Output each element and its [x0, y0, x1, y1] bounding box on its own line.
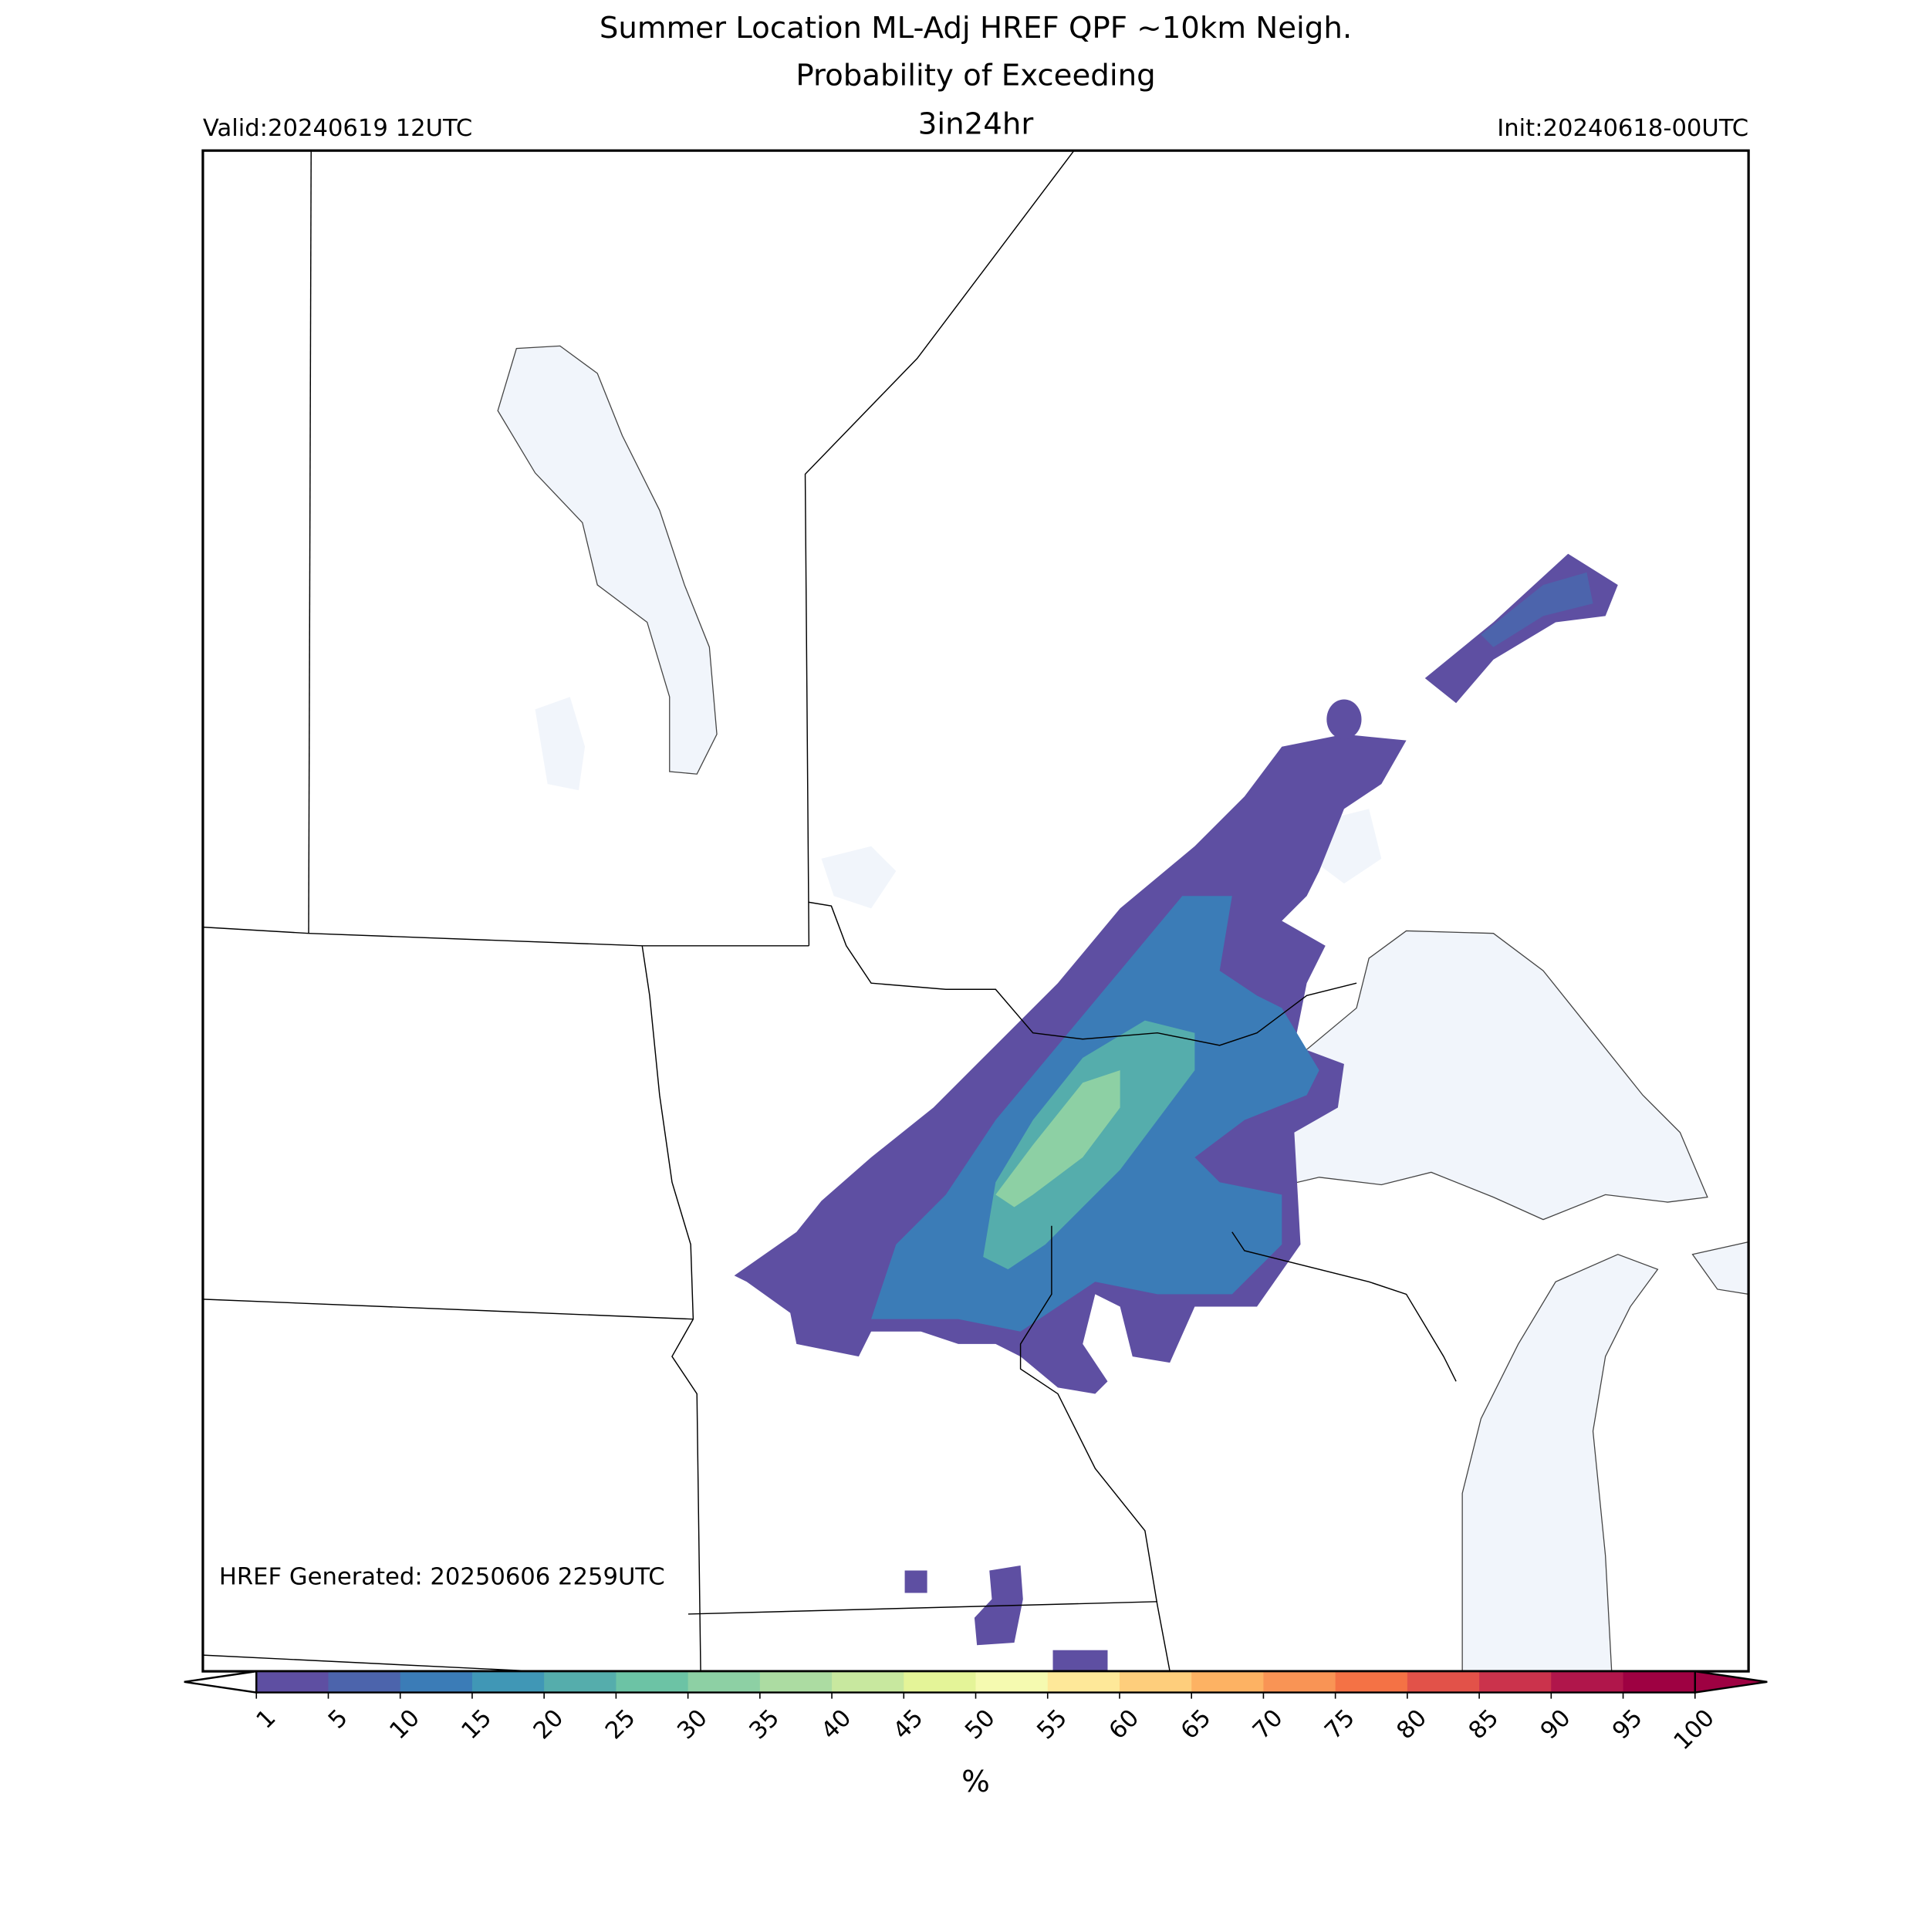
colorbar-segment: [1335, 1671, 1408, 1693]
colorbar-segment: [1623, 1671, 1696, 1693]
colorbar-tick-label: 75: [1320, 1704, 1360, 1745]
colorbar-segment: [975, 1671, 1049, 1693]
colorbar-tick-label: 20: [529, 1704, 569, 1745]
valid-time: Valid:20240619 12UTC: [203, 115, 472, 142]
colorbar-tick-label: 80: [1392, 1704, 1432, 1745]
precip-area: [904, 1570, 927, 1593]
colorbar-tick-label: 95: [1607, 1704, 1647, 1745]
colorbar-label: %: [961, 1765, 990, 1799]
border: [1019, 1225, 1171, 1672]
colorbar-tick-label: 90: [1535, 1704, 1576, 1745]
colorbar-extend-low: [184, 1670, 258, 1694]
colorbar-tick-label: 25: [600, 1704, 640, 1745]
colorbar-extend-high: [1694, 1670, 1768, 1694]
border: [687, 1601, 1158, 1615]
colorbar-tick-label: 10: [385, 1704, 425, 1745]
colorbar-segment: [832, 1671, 905, 1693]
title-line: Summer Location ML-Adj HREF QPF ~10km Ne…: [600, 11, 1352, 46]
colorbar-tick-label: 15: [457, 1704, 497, 1745]
generated-note: HREF Generated: 20250606 2259UTC: [219, 1564, 665, 1591]
colorbar-segment: [904, 1671, 977, 1693]
lake-winnipeg: [497, 345, 718, 775]
borders: [202, 150, 1457, 1672]
precipitation: [734, 553, 1618, 1672]
colorbar-segment: [544, 1671, 617, 1693]
colorbar-tick-label: 70: [1248, 1704, 1288, 1745]
colorbar-segment: [471, 1671, 545, 1693]
colorbar-segment: [400, 1671, 473, 1693]
colorbar-segment: [616, 1671, 689, 1693]
colorbar-segment: [1263, 1671, 1336, 1693]
colorbar-tick-label: 30: [673, 1704, 713, 1745]
lake-winnipegosis: [535, 697, 586, 791]
lake-huron: [1691, 1241, 1749, 1295]
init-time: Init:20240618-00UTC: [1497, 115, 1748, 142]
colorbar-tick-label: 1: [252, 1704, 282, 1734]
colorbar-tick-label: 5: [323, 1704, 353, 1734]
colorbar-tick-label: 60: [1104, 1704, 1144, 1745]
colorbar-tick-label: 65: [1176, 1704, 1216, 1745]
title-line: Probability of Exceeding: [796, 59, 1155, 93]
colorbar-segment: [1047, 1671, 1120, 1693]
colorbar-segment: [1551, 1671, 1624, 1693]
border: [804, 150, 1075, 946]
colorbar-segment: [1119, 1671, 1192, 1693]
colorbar: 1 5 10 15 20 25 30 35 40 45 50 55 60 65 70 75 80 85 90 95 10…: [184, 1670, 1768, 1755]
colorbar-tick-label: 40: [816, 1704, 856, 1745]
colorbar-tick-label: 35: [745, 1704, 785, 1745]
colorbar-tick-label: 100: [1669, 1704, 1720, 1755]
precip-area: [1481, 572, 1593, 647]
colorbar-tick-label: 45: [888, 1704, 928, 1745]
colorbar-tick-label: 55: [1032, 1704, 1073, 1745]
lake-of-the-woods: [821, 846, 897, 909]
border: [202, 1299, 694, 1320]
colorbar-tick-label: 85: [1464, 1704, 1504, 1745]
colorbar-segment: [759, 1671, 833, 1693]
precip-area: [1326, 699, 1362, 740]
precip-area: [1052, 1650, 1108, 1672]
colorbar-segment: [1479, 1671, 1552, 1693]
colorbar-segment: [1191, 1671, 1265, 1693]
title-line: 3in24hr: [918, 106, 1034, 141]
border: [641, 945, 701, 1672]
border: [202, 926, 809, 947]
colorbar-segment: [687, 1671, 761, 1693]
border: [202, 1654, 535, 1672]
map: HREF Generated: 20250606 2259UTC: [201, 149, 1750, 1673]
colorbar-segment: [1407, 1671, 1480, 1693]
border: [308, 150, 312, 934]
colorbar-tick-label: 50: [960, 1704, 1000, 1745]
border: [809, 901, 1357, 1046]
lake-michigan: [1461, 1254, 1659, 1672]
precip-area: [995, 1070, 1120, 1208]
colorbar-segment: [256, 1671, 329, 1693]
colorbar-segment: [328, 1671, 401, 1693]
border: [1231, 1231, 1457, 1382]
